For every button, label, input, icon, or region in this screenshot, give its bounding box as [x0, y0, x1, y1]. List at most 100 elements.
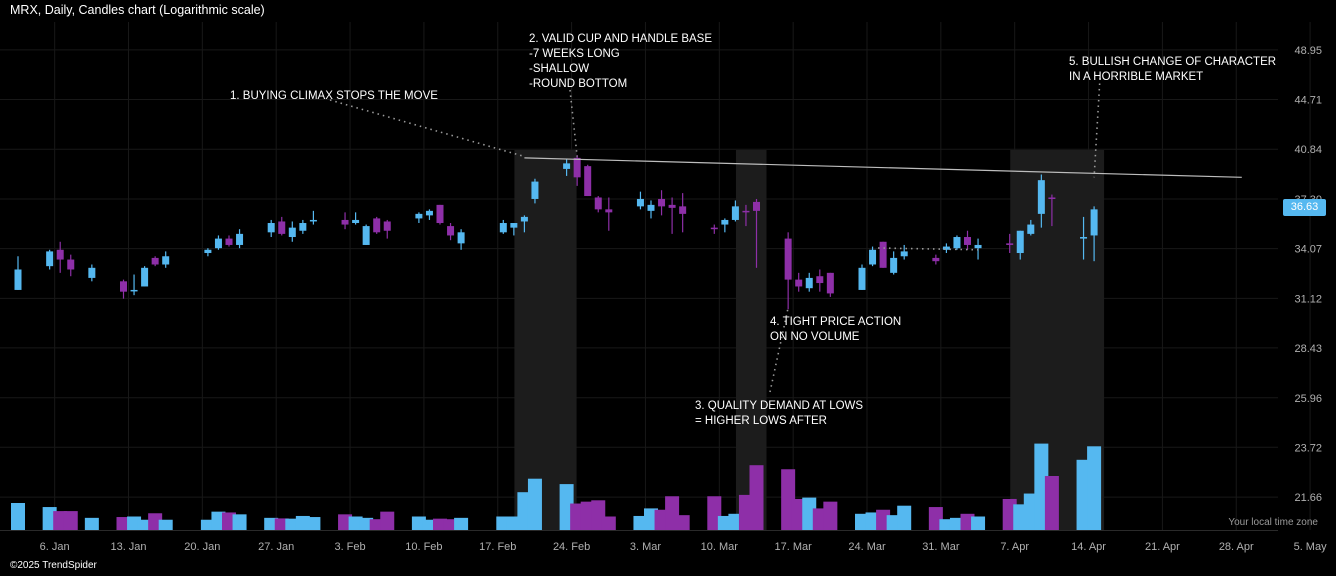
candle-body — [499, 223, 507, 233]
x-tick-label: 17. Feb — [479, 541, 516, 553]
y-tick-label: 44.71 — [1294, 95, 1322, 107]
annotation-text: 1. BUYING CLIMAX STOPS THE MOVE — [230, 90, 438, 102]
candle-body — [309, 219, 317, 222]
x-tick-label: 14. Apr — [1071, 541, 1106, 553]
candle-body — [352, 219, 360, 224]
candle-body — [658, 198, 666, 207]
volume-bar — [802, 497, 817, 530]
candle-body — [679, 206, 687, 214]
candle-body — [278, 221, 286, 234]
volume-bar — [517, 492, 532, 530]
candle-body — [362, 226, 370, 245]
candle-body — [964, 237, 971, 245]
volume-bar — [454, 517, 469, 530]
y-tick-label: 25.96 — [1294, 393, 1322, 405]
timezone-label[interactable]: Your local time zone — [1228, 517, 1318, 528]
volume-bar — [865, 512, 880, 530]
candle-body — [668, 204, 676, 208]
annotation-text: -ROUND BOTTOM — [529, 78, 627, 90]
candle-body — [816, 276, 824, 284]
annotation-text: IN A HORRIBLE MARKET — [1069, 71, 1203, 83]
volume-bars — [11, 443, 1102, 530]
volume-bar — [886, 515, 901, 530]
volume-bar — [949, 517, 964, 530]
candle-body — [46, 251, 54, 267]
volume-bar — [11, 503, 25, 530]
candle-body — [1048, 197, 1056, 199]
annotation-pointer — [769, 307, 789, 393]
volume-bar — [781, 469, 796, 530]
chart-title: MRX, Daily, Candles chart (Logarithmic s… — [10, 3, 265, 17]
candle-body — [731, 206, 739, 220]
volume-bar — [960, 513, 975, 530]
candle-body — [942, 246, 950, 250]
candle-body — [742, 210, 750, 213]
candle-body — [1027, 224, 1035, 234]
x-tick-label: 3. Mar — [630, 541, 662, 553]
candle-body — [1006, 243, 1014, 245]
candle-body — [636, 198, 644, 207]
x-tick-label: 31. Mar — [922, 541, 960, 553]
candle-body — [932, 257, 940, 262]
candle-body — [204, 249, 212, 254]
candle-body — [56, 249, 64, 260]
candle-body — [1080, 237, 1088, 239]
x-tick-label: 28. Apr — [1219, 541, 1254, 553]
volume-bar — [158, 519, 173, 530]
candle-body — [1016, 230, 1024, 254]
x-tick-label: 6. Jan — [40, 541, 70, 553]
x-tick-label: 13. Jan — [110, 541, 146, 553]
time-axis: 6. Jan 13. Jan 20. Jan 27. Jan 3. Feb 10. Feb… — [40, 541, 1327, 553]
candle-body — [1037, 180, 1045, 214]
annotation-text: 2. VALID CUP AND HANDLE BASE — [529, 33, 712, 45]
volume-bar — [264, 517, 279, 530]
volume-bar — [433, 518, 447, 530]
volume-bar — [570, 503, 585, 530]
candle-body — [373, 218, 381, 233]
candle-body — [236, 233, 244, 245]
candle-body — [563, 163, 571, 169]
volume-bar — [285, 518, 300, 530]
annotation-text: -7 WEEKS LONG — [529, 48, 620, 60]
volume-bar — [338, 514, 353, 530]
volume-bar — [496, 516, 511, 530]
candle-body — [605, 209, 613, 213]
grid — [0, 22, 1311, 531]
volume-bar — [295, 515, 310, 530]
volume-bar — [654, 509, 669, 530]
candle-body — [151, 257, 159, 265]
candle-body — [869, 249, 877, 265]
volume-bar — [148, 513, 163, 530]
candle-body — [890, 257, 898, 273]
x-tick-label: 20. Jan — [184, 541, 220, 553]
x-tick-label: 21. Apr — [1145, 541, 1180, 553]
volume-bar — [53, 511, 68, 530]
candle-body — [647, 204, 655, 211]
volume-bar — [1023, 493, 1038, 530]
candle-body — [267, 223, 275, 233]
volume-bar — [443, 519, 458, 530]
volume-bar — [601, 516, 616, 530]
candle-body — [120, 281, 127, 292]
candle-body — [436, 204, 444, 224]
volume-bar — [812, 508, 827, 530]
volume-bar — [42, 507, 57, 530]
candle-body — [784, 238, 792, 280]
volume-bar — [1076, 459, 1091, 530]
candle-body — [130, 289, 138, 292]
annotation-pointer — [569, 89, 578, 157]
candle-body — [858, 267, 866, 290]
volume-bar — [876, 509, 891, 530]
volume-bar — [232, 514, 247, 530]
volume-bar — [897, 505, 912, 530]
candle-body — [584, 166, 592, 197]
annotations: 1. BUYING CLIMAX STOPS THE MOVE 2. VALID … — [230, 33, 1276, 427]
highlight-zone — [514, 150, 577, 530]
candle-body — [520, 216, 528, 222]
volume-bar — [644, 508, 658, 530]
y-tick-label: 40.84 — [1294, 144, 1322, 156]
volume-bar — [939, 519, 954, 530]
current-price-badge: 36.63 — [1283, 199, 1326, 216]
annotation-text: ON NO VOLUME — [770, 331, 860, 343]
